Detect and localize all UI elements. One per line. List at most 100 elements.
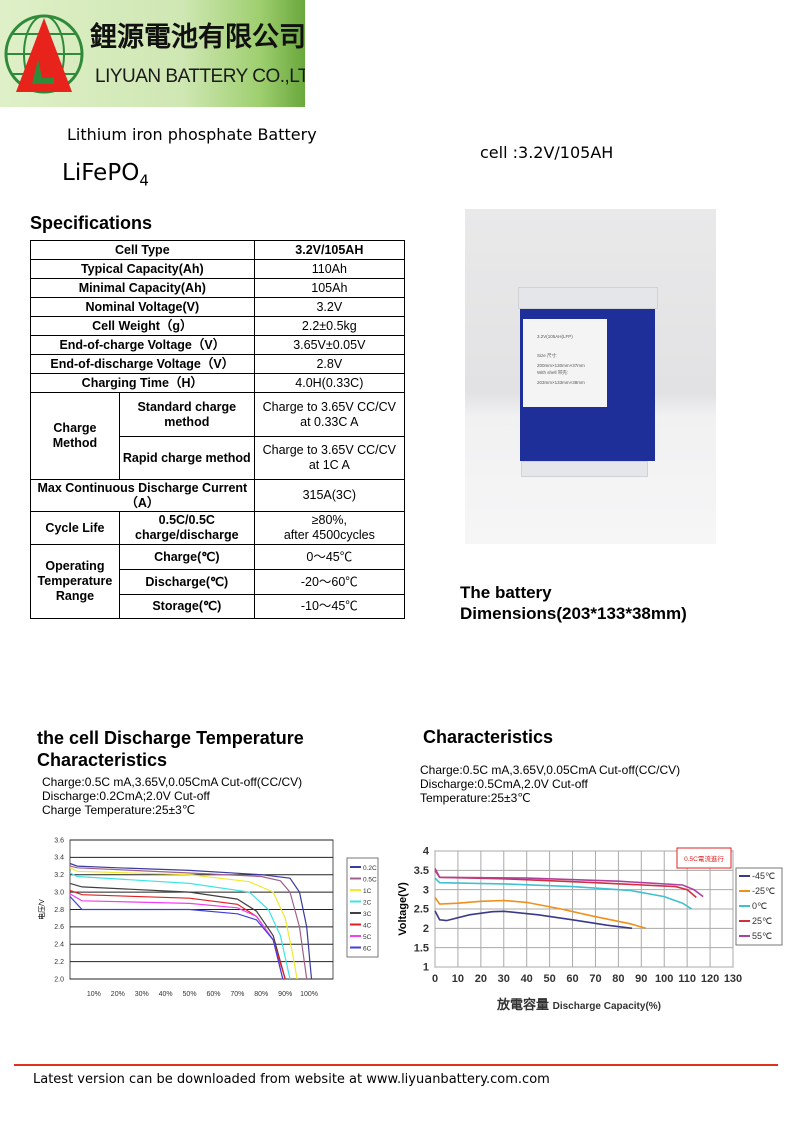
table-row: Cell Type 3.2V/105AH bbox=[30, 240, 406, 260]
formula-main: LiFePO bbox=[62, 160, 140, 186]
x-tick-label: 10% bbox=[87, 991, 101, 998]
legend-label: 2C bbox=[363, 900, 372, 907]
y-tick-label: 2.5 bbox=[414, 904, 429, 916]
table-row: Storage(℃) -10～45℃ bbox=[31, 594, 406, 619]
sticker-text: 200mm×130mm×37mm bbox=[537, 363, 585, 368]
x-tick-label: 30 bbox=[498, 973, 510, 985]
rate-discharge-chart: 2.0 2.2 2.4 2.6 2.8 3.0 3.2 3.4 3.6 10% 20% 30% 40% 5… bbox=[37, 837, 379, 998]
y-tick-label: 2.0 bbox=[54, 976, 64, 983]
note-line: Discharge:0.2CmA;2.0V Cut-off bbox=[42, 789, 210, 803]
x-tick-label: 70% bbox=[230, 991, 244, 998]
spec-label: Discharge(℃) bbox=[118, 569, 255, 595]
legend-label: -45℃ bbox=[752, 871, 775, 881]
series-line-55℃ bbox=[434, 868, 704, 898]
y-axis-label: Voltage(V) bbox=[397, 882, 409, 936]
company-logo: 鋰源電池有限公司 LIYUAN BATTERY CO.,LTD bbox=[0, 0, 305, 107]
annotation-box bbox=[676, 847, 732, 869]
table-row: Operating Temperature Range Charge(℃) 0～45… bbox=[30, 544, 406, 619]
series-line-1C bbox=[69, 867, 298, 980]
y-tick-label: 2.8 bbox=[54, 907, 64, 914]
sticker-text: Size 尺寸: bbox=[537, 353, 558, 358]
spec-value: -20～60℃ bbox=[253, 569, 406, 595]
table-row: Minimal Capacity(Ah) 105Ah bbox=[30, 278, 406, 298]
spec-value: 315A(3C) bbox=[253, 479, 406, 512]
x-tick-label: 60 bbox=[566, 973, 578, 985]
series-line-0.2C bbox=[69, 862, 313, 980]
spec-label: Cell Type bbox=[30, 240, 255, 260]
spec-label: 0.5C/0.5C charge/discharge bbox=[118, 511, 255, 545]
spec-value: Charge to 3.65V CC/CV at 1C A bbox=[253, 436, 406, 480]
specs-table: Cell Type 3.2V/105AH Typical Capacity(Ah)… bbox=[30, 240, 406, 619]
series-line--45℃ bbox=[434, 910, 633, 930]
spec-label: Rapid charge method bbox=[118, 436, 255, 480]
spec-label: Cell Weight（g） bbox=[30, 316, 255, 336]
legend-label: 0℃ bbox=[752, 901, 767, 911]
charge-method-label: Charge Method bbox=[30, 392, 120, 480]
legend-label: 25℃ bbox=[752, 916, 772, 926]
note-line: Charge:0.5C mA,3.65V,0.05CmA Cut-off(CC/… bbox=[420, 763, 681, 777]
y-tick-label: 4 bbox=[423, 846, 430, 858]
spec-value: 105Ah bbox=[253, 278, 406, 298]
battery-bottom-cap bbox=[521, 461, 648, 477]
x-tick-label: 130 bbox=[724, 973, 742, 985]
x-tick-label: 50% bbox=[183, 991, 197, 998]
spec-value: -10～45℃ bbox=[253, 594, 406, 619]
series-line-6C bbox=[69, 896, 284, 980]
series-line-0.5C bbox=[69, 865, 308, 980]
legend-label: 5C bbox=[363, 934, 372, 941]
series-line--25℃ bbox=[434, 896, 647, 930]
footer-rule bbox=[14, 1064, 778, 1066]
spec-label: Charging Time（H） bbox=[30, 373, 255, 393]
note-line: Charge Temperature:25±3℃ bbox=[42, 803, 196, 817]
left-chart-heading: the cell Discharge Temperature Character… bbox=[37, 727, 304, 771]
right-chart-heading: Characteristics bbox=[423, 727, 554, 747]
y-tick-label: 3.4 bbox=[54, 855, 64, 862]
spec-value: 110Ah bbox=[253, 259, 406, 279]
battery-label-sticker: 3.2V(105AH(LFP) Size 尺寸: 200mm×130mm×37m… bbox=[523, 319, 607, 407]
x-axis-label-en: Discharge Capacity(%) bbox=[553, 1001, 661, 1012]
footer-text: Latest version can be downloaded from we… bbox=[33, 1072, 550, 1087]
x-axis-label: 放電容量 Discharge Capacity(%) bbox=[496, 997, 661, 1012]
product-line: Lithium iron phosphate Battery bbox=[67, 125, 317, 144]
legend-label: 6C bbox=[363, 946, 372, 953]
sticker-text: With shell 带壳: bbox=[537, 370, 569, 375]
note-line: Discharge:0.5CmA,2.0V Cut-off bbox=[420, 777, 588, 791]
table-row: Cycle Life 0.5C/0.5C charge/discharge ≥80%… bbox=[30, 511, 406, 545]
spec-label: Nominal Voltage(V) bbox=[30, 297, 255, 317]
dimensions-line2: Dimensions(203*133*38mm) bbox=[460, 604, 687, 623]
table-row: End-of-discharge Voltage（V） 2.8V bbox=[30, 354, 406, 374]
y-tick-label: 3.0 bbox=[54, 889, 64, 896]
y-tick-label: 3 bbox=[423, 884, 429, 896]
spec-label: Max Continuous Discharge Current（A） bbox=[30, 479, 255, 512]
y-tick-label: 2.2 bbox=[54, 959, 64, 966]
table-row: Max Continuous Discharge Current（A） 315A(… bbox=[30, 479, 406, 512]
x-tick-label: 90 bbox=[635, 973, 647, 985]
y-tick-label: 3.2 bbox=[54, 872, 64, 879]
battery-photo: 3.2V(105AH(LFP) Size 尺寸: 200mm×130mm×37m… bbox=[465, 209, 716, 544]
legend-label: 4C bbox=[363, 923, 372, 930]
spec-label: Minimal Capacity(Ah) bbox=[30, 278, 255, 298]
left-chart-notes: Charge:0.5C mA,3.65V,0.05CmA Cut-off(CC/… bbox=[42, 775, 302, 817]
legend-label: -25℃ bbox=[752, 886, 775, 896]
spec-label: Standard charge method bbox=[118, 392, 255, 437]
x-tick-label: 110 bbox=[678, 973, 696, 985]
table-row: Rapid charge method Charge to 3.65V CC/CV… bbox=[31, 436, 406, 480]
cycle-life-label: Cycle Life bbox=[30, 511, 120, 545]
x-tick-label: 0 bbox=[432, 973, 438, 985]
table-row: Charge Method Standard charge method Charg… bbox=[30, 392, 406, 480]
spec-value: 2.8V bbox=[253, 354, 406, 374]
legend-label: 0.5C bbox=[363, 877, 377, 884]
x-tick-label: 70 bbox=[589, 973, 601, 985]
spec-value: 2.2±0.5kg bbox=[253, 316, 406, 336]
x-tick-label: 80% bbox=[254, 991, 268, 998]
series-line-3C bbox=[69, 882, 286, 980]
heading-line1: the cell Discharge Temperature bbox=[37, 728, 304, 748]
temperature-label: Operating Temperature Range bbox=[30, 544, 120, 619]
x-tick-label: 20% bbox=[111, 991, 125, 998]
spec-value: 3.2V bbox=[253, 297, 406, 317]
y-axis-label: 电压/V bbox=[37, 899, 46, 920]
x-tick-label: 90% bbox=[278, 991, 292, 998]
x-axis-label-cn: 放電容量 bbox=[496, 997, 553, 1012]
table-row: Cell Weight（g） 2.2±0.5kg bbox=[30, 316, 406, 336]
heading-line2: Characteristics bbox=[37, 750, 168, 770]
